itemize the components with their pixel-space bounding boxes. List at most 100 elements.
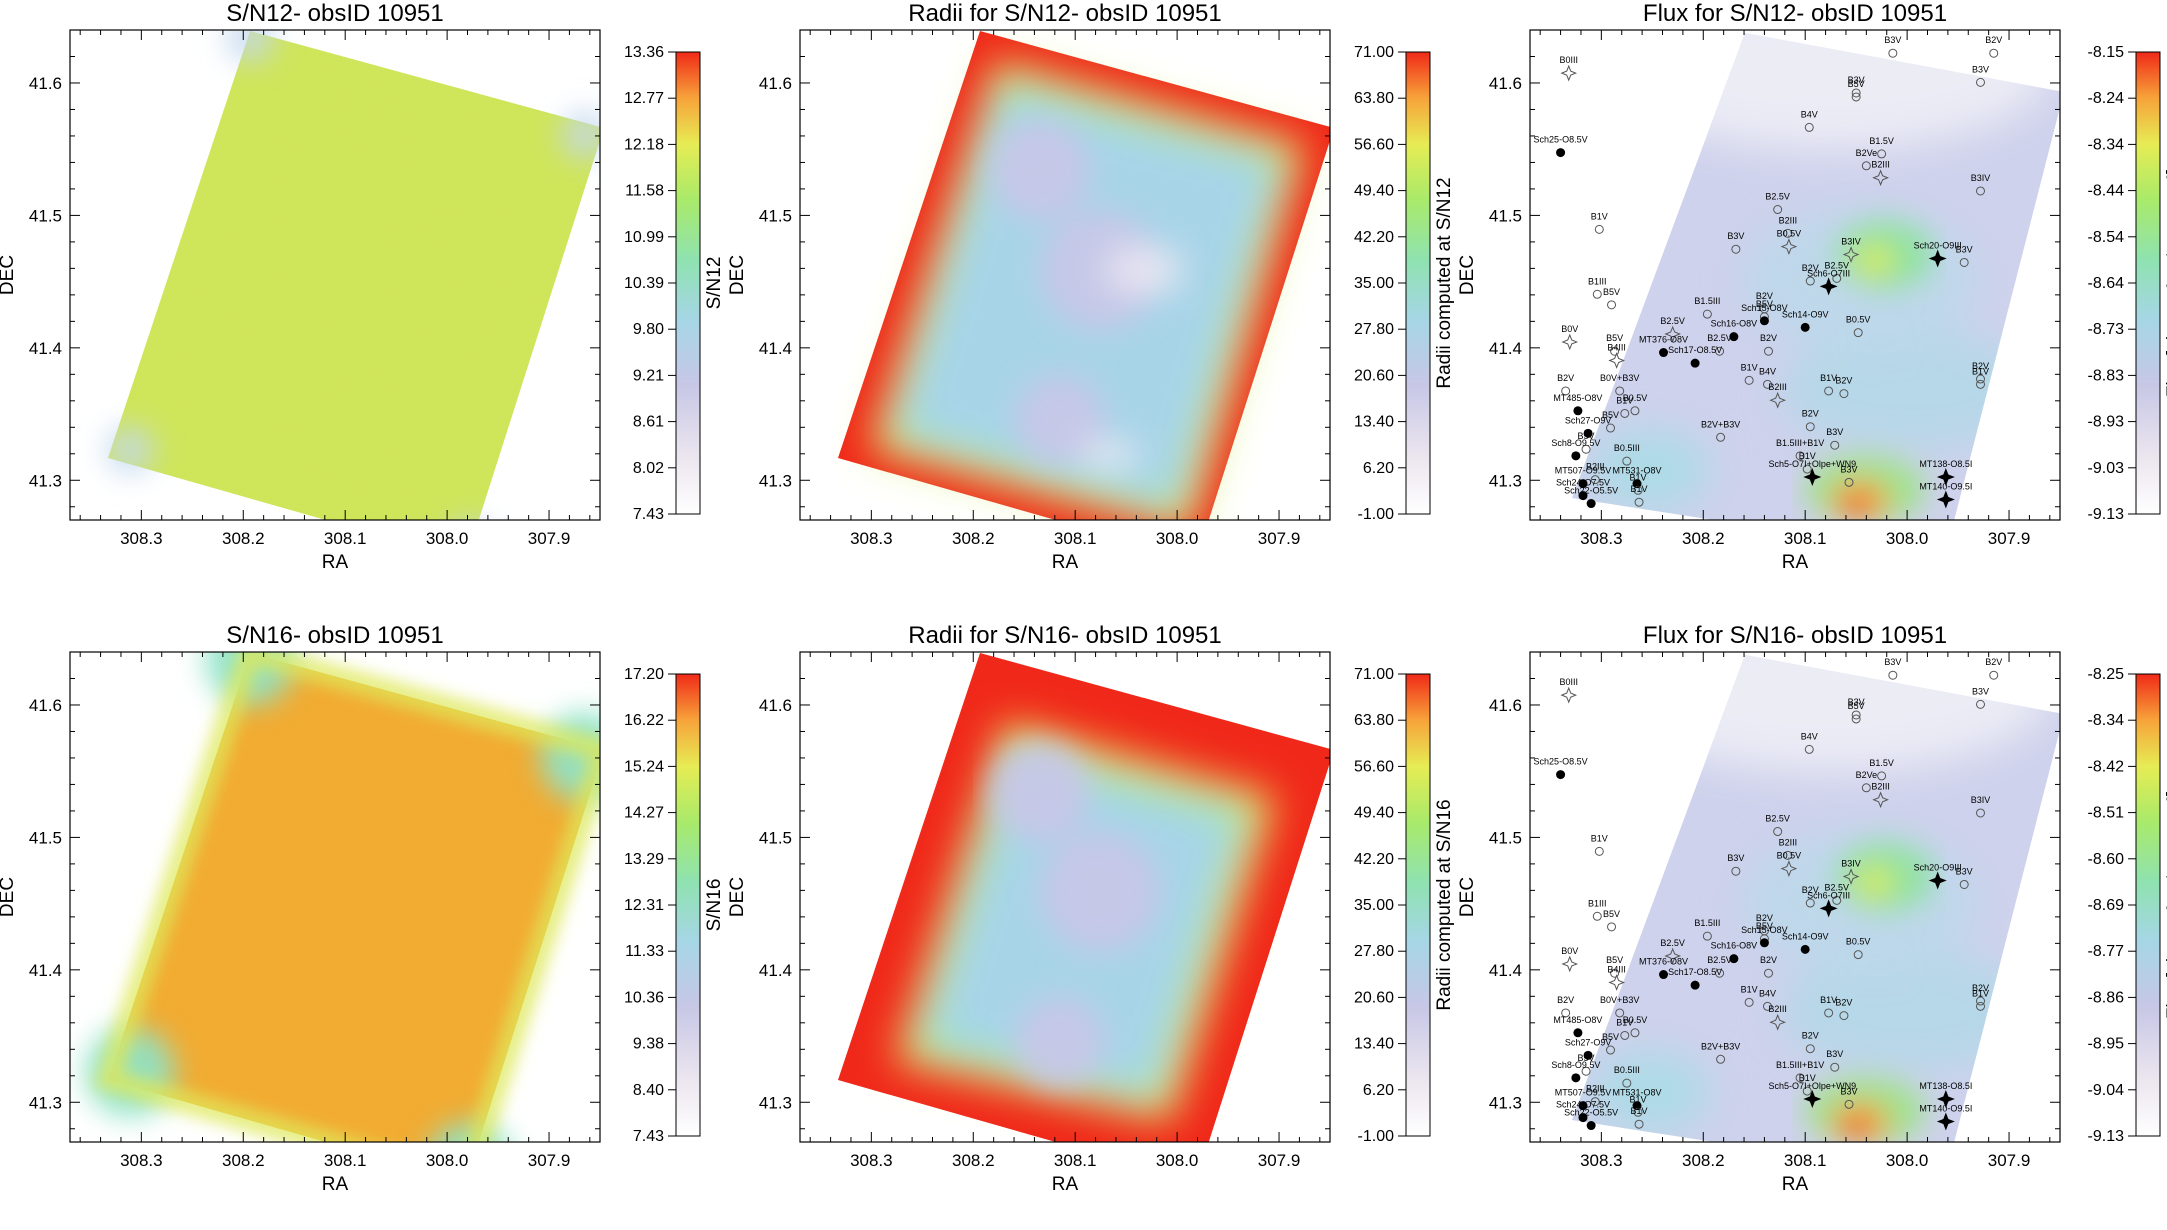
- star-marker: B0.5V: [1846, 937, 1870, 960]
- star-label: B0.5III: [1614, 1065, 1640, 1075]
- colorbar-label: S/N12: [704, 257, 725, 310]
- star-label: B2V: [1835, 376, 1852, 386]
- star-label: B2.5V: [1765, 814, 1790, 824]
- star-label: B2III: [1586, 462, 1605, 472]
- star-label: B2III: [1779, 215, 1798, 225]
- colorbar-tick-label: -8.73: [2088, 321, 2125, 338]
- x-tick-label: 308.0: [426, 1151, 469, 1170]
- y-tick-label: 41.6: [1489, 74, 1522, 93]
- star-marker: Sch6-O7III: [1807, 268, 1850, 296]
- star-label: B4V: [1759, 988, 1776, 998]
- colorbar-tick-label: 35.00: [1354, 897, 1394, 914]
- colorbar-tick-label: -8.34: [2088, 712, 2125, 729]
- colorbar-tick-label: 11.33: [625, 943, 664, 960]
- star-label: B1V: [1631, 484, 1648, 494]
- star-label: B4III: [1607, 964, 1626, 974]
- star-label: Sch14-O9V: [1782, 931, 1829, 941]
- star-marker: B2V: [1802, 1031, 1819, 1054]
- colorbar-tick-label: 71.00: [1354, 44, 1394, 61]
- star-label: Sch15-O8V: [1741, 925, 1788, 935]
- colorbar-tick-label: -9.04: [2088, 1082, 2125, 1099]
- y-tick-label: 41.3: [759, 1093, 792, 1112]
- colorbar-tick-label: 9.38: [633, 1036, 664, 1053]
- x-tick-label: 308.1: [1784, 529, 1827, 548]
- star-label: B2.5V: [1765, 192, 1790, 202]
- star-marker: Sch15-O8V: [1741, 925, 1788, 948]
- star-label: Sch22-O5.5V: [1564, 1108, 1618, 1118]
- star-marker: B1V: [1630, 472, 1647, 495]
- y-tick-label: 41.5: [759, 828, 792, 847]
- colorbar-tick-label: 14.27: [624, 805, 664, 822]
- colorbar-tick-label: -8.54: [2088, 229, 2125, 246]
- y-axis-label: DEC: [1457, 255, 1478, 295]
- star-marker: B3V: [1848, 75, 1865, 98]
- star-marker: B4V: [1759, 988, 1776, 1011]
- colorbar-tick-label: 8.02: [633, 460, 664, 477]
- star-marker: Sch20-O9III: [1914, 863, 1962, 890]
- heatmap-image: [1572, 655, 2060, 1142]
- x-tick-label: 308.0: [1886, 1151, 1929, 1170]
- star-label: MT376-O8V: [1639, 957, 1688, 967]
- star-marker: B2.5V: [1825, 882, 1849, 905]
- colorbar: -8.25 -8.34 -8.42 -8.51 -8.60 -8.69 -8.77 -8.86…: [2088, 666, 2167, 1145]
- star-label: B2V: [1760, 333, 1777, 343]
- colorbar-tick-label: -8.34: [2088, 136, 2125, 153]
- star-label: MT485-O8V: [1553, 393, 1602, 403]
- star-marker: B0III: [1559, 677, 1578, 704]
- star-label: B5V: [1756, 921, 1773, 931]
- star-marker: B3V: [1884, 35, 1901, 58]
- star-marker: B0V: [1561, 946, 1578, 973]
- colorbar-tick-label: 10.36: [624, 989, 664, 1006]
- star-marker: B2V: [1802, 263, 1819, 286]
- x-tick-label: 308.3: [850, 529, 893, 548]
- star-label: Sch20-O9III: [1914, 863, 1962, 873]
- y-tick-label: 41.6: [1489, 696, 1522, 715]
- star-marker: B2Ve: [1856, 770, 1877, 793]
- star-marker: B3V: [1972, 686, 1989, 709]
- star-marker: B1V: [1591, 211, 1608, 234]
- colorbar-tick-label: 13.40: [1354, 1036, 1394, 1053]
- star-label: B2.5V: [1825, 260, 1850, 270]
- star-label: Sch8-O9.5V: [1551, 438, 1600, 448]
- star-label: B4V: [1801, 731, 1818, 741]
- panel-title: Radii for S/N12- obsID 10951: [908, 0, 1222, 27]
- star-marker: Sch20-O9III: [1914, 241, 1962, 268]
- star-label: Sch5-O7I+Olpe+WN9: [1769, 459, 1857, 469]
- colorbar-tick-label: -8.77: [2088, 943, 2125, 960]
- star-label: B1V: [1616, 395, 1633, 405]
- y-tick-label: 41.4: [1489, 339, 1522, 358]
- axis-ticks: [800, 30, 1330, 520]
- star-label: B2III: [1871, 160, 1890, 170]
- star-label: B5V: [1606, 333, 1623, 343]
- y-tick-label: 41.4: [29, 339, 62, 358]
- x-axis-label: RA: [1052, 1174, 1079, 1195]
- star-label: B3IV: [1971, 795, 1991, 805]
- star-marker: MT531-O8V: [1613, 1088, 1662, 1111]
- colorbar-tick-label: -8.69: [2088, 897, 2125, 914]
- star-marker: Sch16-O8V: [1711, 941, 1757, 964]
- star-marker: B2V: [1557, 995, 1574, 1018]
- star-label: Sch27-O9V: [1565, 1037, 1612, 1047]
- colorbar-tick-label: -8.42: [2088, 758, 2125, 775]
- star-marker: Sch5-O7I+Olpe+WN9: [1769, 459, 1857, 487]
- star-label: MT507-O9.5V: [1555, 1088, 1612, 1098]
- colorbar-tick-label: 13.40: [1354, 414, 1394, 431]
- x-tick-label: 307.9: [528, 529, 571, 548]
- star-marker: B0III: [1559, 55, 1578, 82]
- star-label: B1.5V: [1869, 136, 1894, 146]
- star-label: Sch24-O7.5V: [1556, 478, 1610, 488]
- colorbar: -8.15 -8.24 -8.34 -8.44 -8.54 -8.64 -8.73 -8.83…: [2088, 44, 2167, 523]
- axis-ticks: [1530, 652, 2060, 1142]
- star-marker: B5V: [1578, 431, 1595, 454]
- x-axis-label: RA: [322, 552, 349, 573]
- star-marker: B2.5V: [1825, 260, 1850, 283]
- panel-title: S/N12- obsID 10951: [226, 0, 443, 27]
- star-marker: B2.5V: [1765, 814, 1790, 837]
- star-label: B3IV: [1971, 173, 1991, 183]
- x-tick-label: 308.2: [952, 1151, 995, 1170]
- star-marker: B3V: [1841, 464, 1858, 487]
- colorbar-tick-label: 49.40: [1354, 805, 1394, 822]
- star-marker: B3V: [1884, 657, 1901, 680]
